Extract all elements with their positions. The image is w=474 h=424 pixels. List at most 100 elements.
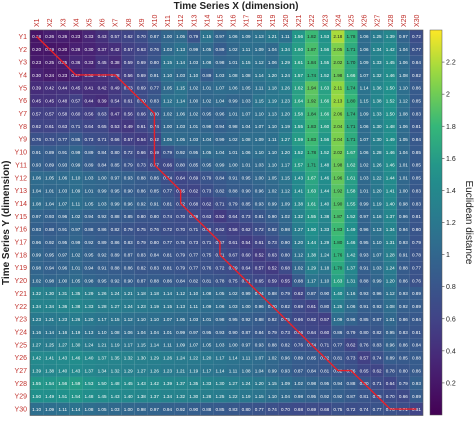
heatmap-cell [121, 299, 135, 313]
cell-value-label: 1.19 [150, 304, 159, 309]
cell-value-label: 1.06 [215, 304, 224, 309]
heatmap-cell [213, 158, 227, 172]
cell-value-label: 1.34 [386, 227, 395, 232]
heatmap-cell [187, 389, 201, 403]
cell-value-label: 1.20 [373, 188, 382, 193]
heatmap-cell [278, 364, 292, 377]
cell-value-label: 0.86 [412, 368, 421, 373]
colorbar [429, 29, 443, 416]
heatmap-cell [69, 299, 83, 313]
heatmap-cell [82, 222, 96, 236]
heatmap-cell [108, 158, 122, 172]
heatmap-cell [161, 30, 175, 43]
cell-value-label: 0.98 [307, 381, 316, 386]
cell-value-label: 0.98 [215, 60, 224, 65]
cell-value-label: 1.18 [320, 266, 329, 271]
heatmap-cell [278, 351, 292, 365]
cell-value-label: 1.26 [71, 317, 80, 322]
cell-value-label: 1.14 [45, 330, 54, 335]
heatmap-cell [226, 68, 240, 82]
heatmap-cell [318, 132, 332, 146]
cell-value-label: 0.98 [399, 201, 408, 206]
heatmap-cell [134, 81, 148, 95]
heatmap-cell [187, 55, 201, 69]
heatmap-cell [82, 107, 96, 120]
cell-value-label: 1.46 [386, 163, 395, 168]
cell-value-label: 0.84 [412, 317, 421, 322]
heatmap-cell [213, 351, 227, 365]
heatmap-cell [305, 209, 319, 223]
heatmap-cell [43, 30, 57, 43]
heatmap-cell [239, 107, 253, 120]
heatmap-cell [95, 107, 109, 120]
cell-value-label: 1.46 [320, 176, 329, 181]
cell-value-label: 1.48 [320, 163, 329, 168]
cell-value-label: 1.30 [215, 381, 224, 386]
heatmap-cell [252, 107, 266, 120]
heatmap-cell [69, 248, 83, 262]
heatmap-cell [305, 42, 319, 56]
cell-value-label: 0.94 [215, 124, 224, 129]
cell-value-label: 0.96 [32, 240, 41, 245]
cell-value-label: 0.88 [294, 278, 303, 283]
y-tick-label: Y2 [18, 47, 27, 54]
cell-value-label: 0.54 [242, 240, 251, 245]
heatmap-cell [409, 248, 423, 262]
cell-value-label: 1.03 [189, 137, 198, 142]
cell-value-label: 1.34 [45, 304, 54, 309]
cell-value-label: 0.38 [111, 60, 120, 65]
cell-value-label: 1.03 [215, 343, 224, 348]
heatmap-cell [161, 235, 175, 249]
heatmap-cell [370, 235, 384, 249]
cell-value-label: 0.89 [386, 355, 395, 360]
cell-value-label: 0.89 [202, 73, 211, 78]
cell-value-label: 0.83 [137, 253, 146, 258]
heatmap-cell [200, 274, 214, 287]
cell-value-label: 1.03 [373, 266, 382, 271]
heatmap-cell [174, 55, 188, 69]
cell-value-label: 0.56 [124, 73, 133, 78]
cell-value-label: 1.52 [386, 98, 395, 103]
cell-value-label: 0.91 [58, 227, 67, 232]
cell-value-label: 0.88 [268, 343, 277, 348]
heatmap-cell [409, 222, 423, 236]
cell-value-label: 1.83 [333, 227, 342, 232]
cell-value-label: 0.42 [111, 47, 120, 52]
cell-value-label: 0.44 [84, 98, 93, 103]
heatmap-cell [344, 197, 358, 210]
cell-value-label: 0.92 [176, 150, 185, 155]
heatmap-cell [383, 171, 397, 185]
heatmap-cell [239, 119, 253, 133]
heatmap-cell [318, 325, 332, 339]
cell-value-label: 0.92 [176, 407, 185, 412]
x-tick-label: X23 [322, 14, 329, 27]
cell-value-label: 1.20 [255, 381, 264, 386]
heatmap-cell [69, 171, 83, 185]
heatmap-cell [278, 222, 292, 236]
cell-value-label: 0.65 [255, 278, 264, 283]
heatmap-cell [30, 68, 44, 82]
heatmap-cell [305, 132, 319, 146]
heatmap-cell [344, 261, 358, 275]
cell-value-label: 0.72 [215, 266, 224, 271]
heatmap-cell [331, 274, 345, 287]
cell-value-label: 1.43 [71, 368, 80, 373]
heatmap-cell [331, 119, 345, 133]
cell-value-label: 0.88 [360, 278, 369, 283]
cell-value-label: 0.99 [189, 47, 198, 52]
heatmap-cell [43, 248, 57, 262]
heatmap-cell [265, 68, 279, 82]
cell-value-label: 1.48 [84, 394, 93, 399]
heatmap-cell [305, 222, 319, 236]
x-tick-label: X2 [47, 18, 54, 27]
heatmap-cell [265, 42, 279, 56]
y-tick-label: Y20 [15, 278, 28, 285]
cell-value-label: 1.34 [98, 368, 107, 373]
heatmap-cell [331, 209, 345, 223]
heatmap-cell [305, 184, 319, 198]
heatmap-cell [69, 158, 83, 172]
colorbar-tick-label: 0.2 [446, 380, 456, 387]
cell-value-label: 0.99 [215, 163, 224, 168]
heatmap-cell [318, 287, 332, 300]
cell-value-label: 0.96 [58, 266, 67, 271]
